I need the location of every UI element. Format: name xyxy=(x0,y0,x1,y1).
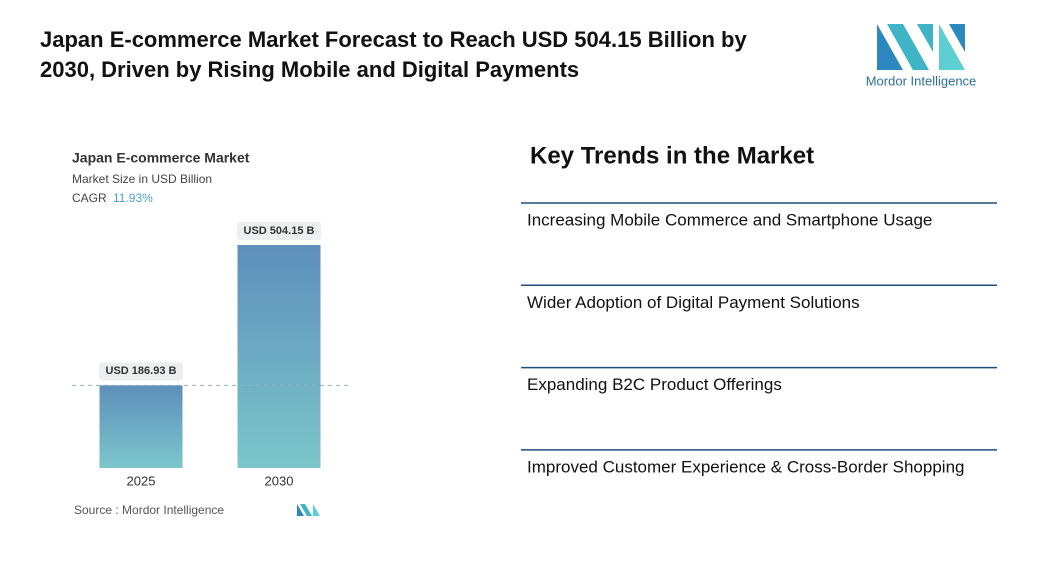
bar xyxy=(237,245,321,468)
trend-item: Wider Adoption of Digital Payment Soluti… xyxy=(527,293,860,312)
trends-title: Key Trends in the Market xyxy=(530,142,814,169)
value-label-box xyxy=(99,362,183,381)
value-label: USD 186.93 B xyxy=(106,365,177,377)
chart: USD 186.93 B 2025 USD 504.15 B 2030 xyxy=(72,222,352,488)
trends-list: Increasing Mobile Commerce and Smartphon… xyxy=(521,202,997,476)
small-logo xyxy=(297,504,320,516)
source: Source : Mordor Intelligence xyxy=(74,503,224,517)
logo-text: Mordor Intelligence xyxy=(866,73,977,88)
value-label: USD 504.15 B xyxy=(244,225,315,237)
x-tick-label: 2030 xyxy=(265,473,294,488)
x-tick-label: 2025 xyxy=(127,473,156,488)
chart-subtitle: Market Size in USD Billion xyxy=(72,172,212,186)
cagr-value: 11.93% xyxy=(113,191,153,205)
trend-item: Increasing Mobile Commerce and Smartphon… xyxy=(527,210,932,229)
value-label-box xyxy=(237,222,321,240)
title: Japan E-commerce Market Forecast to Reac… xyxy=(40,27,747,52)
cagr-label: CAGR xyxy=(72,191,107,205)
chart-title: Japan E-commerce Market xyxy=(72,150,250,166)
trend-item: Improved Customer Experience & Cross-Bor… xyxy=(527,457,964,476)
trend-item: Expanding B2C Product Offerings xyxy=(527,375,782,394)
title: 2030, Driven by Rising Mobile and Digita… xyxy=(40,57,579,82)
logo: Mordor Intelligence xyxy=(866,24,977,88)
bar xyxy=(99,385,183,468)
